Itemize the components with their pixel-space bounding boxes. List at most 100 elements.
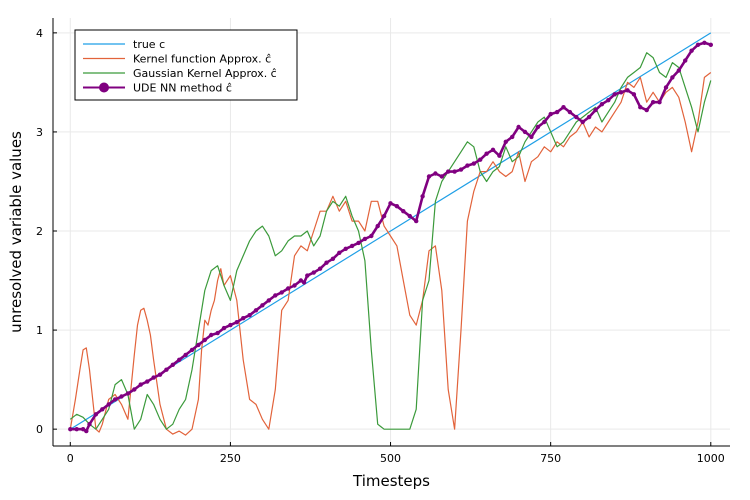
data-point xyxy=(522,129,528,135)
data-point xyxy=(202,337,207,343)
legend-label: Kernel function Approx. ĉ xyxy=(133,53,271,66)
data-point xyxy=(478,157,483,162)
x-tick-label: 0 xyxy=(67,452,74,465)
series-1 xyxy=(69,32,712,430)
legend-label: true c xyxy=(133,38,165,51)
x-tick-label: 500 xyxy=(380,452,401,465)
data-point xyxy=(516,124,521,130)
data-point xyxy=(446,169,451,174)
data-point xyxy=(663,85,669,90)
data-point xyxy=(260,303,265,308)
data-point xyxy=(401,209,406,214)
data-point xyxy=(683,58,688,63)
legend-marker xyxy=(99,82,109,93)
data-point xyxy=(241,316,246,321)
data-point xyxy=(388,201,393,206)
data-point xyxy=(580,119,585,125)
data-point xyxy=(695,42,701,47)
data-point xyxy=(311,270,316,275)
data-point xyxy=(548,111,553,117)
series-2 xyxy=(69,72,712,436)
axes xyxy=(52,18,730,447)
data-point xyxy=(490,147,496,152)
data-point xyxy=(189,347,195,353)
x-tick-label: 1000 xyxy=(697,452,725,465)
data-point xyxy=(433,171,438,176)
legend-item: Gaussian Kernel Approx. ĉ xyxy=(83,67,277,80)
data-point xyxy=(253,308,259,313)
series-line xyxy=(69,72,712,436)
data-point xyxy=(157,372,163,377)
data-point xyxy=(631,92,637,97)
series-layer xyxy=(68,32,713,436)
data-point xyxy=(375,223,380,229)
data-point xyxy=(132,387,137,392)
data-point xyxy=(247,313,252,318)
series-4 xyxy=(68,40,713,434)
data-point xyxy=(535,124,541,130)
data-point xyxy=(177,357,182,362)
data-point xyxy=(106,402,111,407)
data-point xyxy=(298,278,304,283)
data-point xyxy=(484,151,489,156)
data-point xyxy=(644,107,649,113)
x-axis-label: Timesteps xyxy=(352,472,430,490)
data-point xyxy=(599,102,605,107)
data-point xyxy=(74,427,79,432)
data-point xyxy=(362,236,368,242)
data-point xyxy=(439,174,444,179)
data-point xyxy=(356,240,361,246)
data-point xyxy=(84,428,89,434)
data-point xyxy=(221,325,227,331)
x-tick-label: 750 xyxy=(540,452,561,465)
data-point xyxy=(657,100,662,105)
data-point xyxy=(279,290,284,295)
data-point xyxy=(618,90,624,95)
data-point xyxy=(100,407,105,412)
data-point xyxy=(650,100,656,105)
legend-item: UDE NN method ĉ xyxy=(83,82,232,95)
data-point xyxy=(112,397,118,402)
data-point xyxy=(381,213,387,219)
data-point xyxy=(145,379,150,384)
data-point xyxy=(125,391,131,396)
y-tick-label: 2 xyxy=(36,225,43,238)
data-point xyxy=(317,266,323,271)
legend-item: true c xyxy=(83,38,165,51)
data-point xyxy=(407,213,412,219)
data-point xyxy=(170,362,175,367)
data-point xyxy=(215,330,220,336)
data-point xyxy=(292,283,297,288)
legend-item: Kernel function Approx. ĉ xyxy=(83,53,271,66)
tick-labels: 0 250 500 750 1000 0 1 2 3 4 xyxy=(36,27,725,465)
data-point xyxy=(567,109,573,115)
data-point xyxy=(452,169,457,174)
data-point xyxy=(426,174,432,179)
y-tick-label: 3 xyxy=(36,126,43,139)
data-point xyxy=(529,134,534,140)
data-point xyxy=(612,92,617,97)
data-point xyxy=(702,40,707,45)
data-point xyxy=(138,382,143,387)
data-point xyxy=(196,342,201,348)
data-point xyxy=(542,119,547,125)
data-point xyxy=(151,375,156,380)
data-point xyxy=(465,163,470,168)
data-point xyxy=(458,167,464,172)
data-point xyxy=(625,88,630,93)
data-point xyxy=(606,98,611,103)
data-point xyxy=(574,114,579,120)
data-point xyxy=(670,75,675,80)
data-point xyxy=(93,412,99,417)
data-point xyxy=(228,322,233,328)
data-point xyxy=(561,105,566,110)
data-point xyxy=(273,293,278,298)
data-point xyxy=(266,298,271,303)
y-axis-label: unresolved variable values xyxy=(7,131,25,333)
data-point xyxy=(337,250,342,255)
data-point xyxy=(471,161,476,166)
legend-label: Gaussian Kernel Approx. ĉ xyxy=(133,67,277,80)
data-point xyxy=(80,427,86,432)
